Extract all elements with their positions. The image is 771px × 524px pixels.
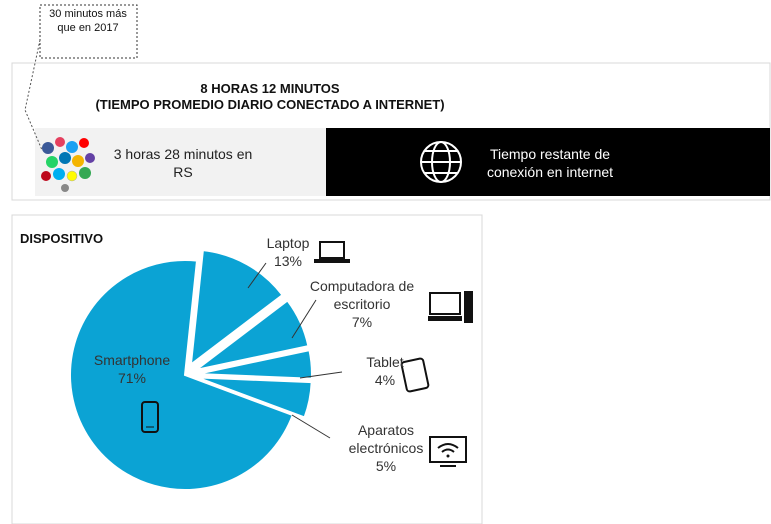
slice-label: Tablet 4% bbox=[355, 353, 415, 389]
social-icons bbox=[41, 137, 95, 192]
callout-text: 30 minutos más que en 2017 bbox=[49, 8, 127, 34]
category-label: Smartphone bbox=[93, 352, 171, 368]
laptop-icon bbox=[314, 241, 350, 263]
remaining-text: Tiempo restante de conexión en internet bbox=[486, 146, 614, 180]
category-label: Aparatos electrónicos bbox=[348, 422, 424, 456]
chart-title: DISPOSITIVO bbox=[20, 231, 103, 246]
value-label: 7% bbox=[351, 314, 373, 330]
value-label: 5% bbox=[375, 458, 397, 474]
pie-slice bbox=[195, 299, 310, 371]
tablet-icon bbox=[400, 357, 430, 393]
pie bbox=[69, 249, 313, 491]
value-label: 71% bbox=[117, 370, 147, 386]
tv-icon bbox=[429, 436, 467, 467]
desktop-icon bbox=[428, 291, 473, 323]
category-label: Tablet bbox=[366, 354, 404, 370]
slice-label: Laptop 13% bbox=[248, 234, 328, 270]
callout-line bbox=[24, 39, 43, 151]
slice-label: Smartphone 71% bbox=[82, 351, 182, 387]
header-title: 8 HORAS 12 MINUTOS bbox=[200, 81, 340, 96]
pie-slice bbox=[196, 348, 313, 380]
category-label: Laptop bbox=[266, 235, 310, 251]
remaining-bar bbox=[326, 128, 770, 196]
pie-slice bbox=[69, 259, 295, 491]
globe-icon bbox=[420, 141, 462, 183]
value-label: 4% bbox=[374, 372, 396, 388]
slice-label: Aparatos electrónicos 5% bbox=[331, 421, 441, 475]
category-label: Computadora de escritorio bbox=[309, 278, 415, 312]
pie-slice bbox=[189, 249, 284, 367]
leader-lines bbox=[247, 262, 343, 439]
slice-label: Computadora de escritorio 7% bbox=[302, 277, 422, 331]
value-label: 13% bbox=[273, 253, 303, 269]
header-subtitle: (TIEMPO PROMEDIO DIARIO CONECTADO A INTE… bbox=[95, 97, 445, 112]
phone-icon bbox=[141, 401, 159, 433]
pie-slice bbox=[196, 376, 313, 419]
social-text: 3 horas 28 minutos en RS bbox=[113, 146, 253, 180]
callout-box bbox=[39, 4, 138, 59]
